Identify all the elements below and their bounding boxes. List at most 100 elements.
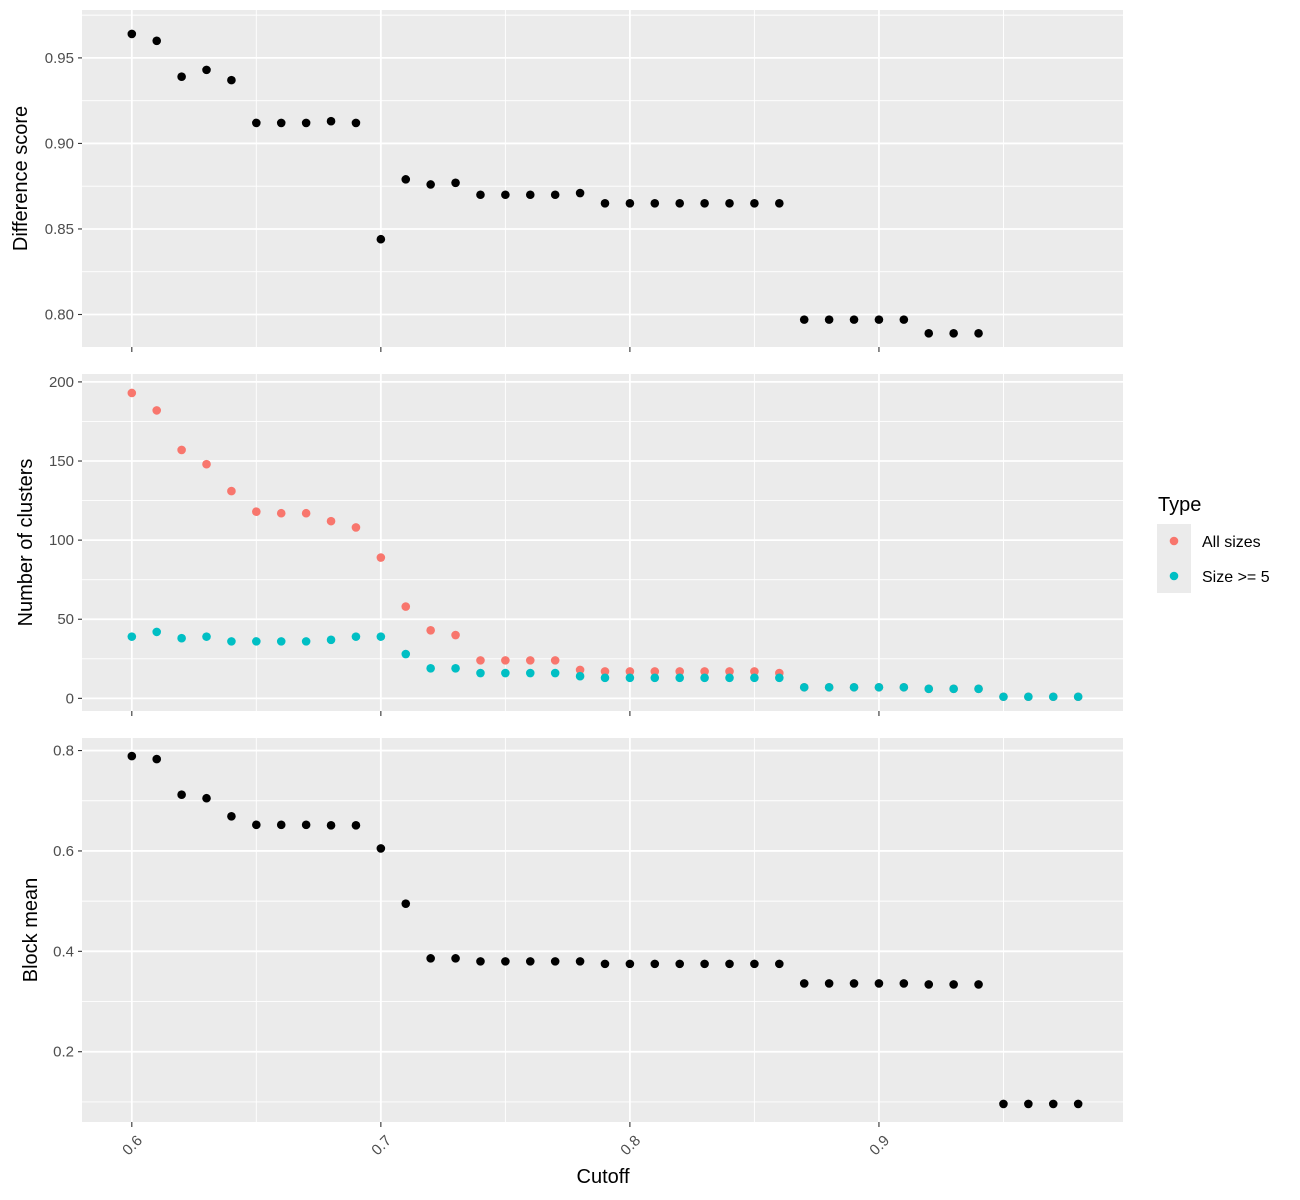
data-point [899,682,909,692]
data-point [252,820,261,830]
legend-key-all-sizes [1169,536,1179,546]
data-point [376,553,386,562]
data-point [799,682,809,692]
data-point [550,668,560,678]
data-point [750,959,759,969]
data-point [625,959,635,969]
data-point [501,190,510,200]
y-axis-title: Difference score [10,106,32,251]
data-point [550,190,560,200]
data-point [750,667,759,676]
data-point [525,957,535,966]
legend-label-size-ge-5: Size >= 5 [1202,569,1270,586]
data-point [152,627,162,637]
data-point [874,315,884,324]
y-tick-label: 0.4 [53,943,74,960]
data-point [700,673,709,683]
data-point [600,199,610,208]
data-point [999,1099,1008,1109]
data-point [775,673,784,683]
panel-2: 0 50 100 150 200 Number of clusters [15,374,1123,716]
data-point [351,118,361,128]
data-point [899,979,909,988]
data-point [252,637,261,646]
data-point [152,754,162,764]
data-point [725,959,734,969]
data-point [252,118,261,128]
data-point [949,684,958,694]
data-point [750,673,759,683]
data-point [1024,1099,1033,1109]
data-point [675,673,685,683]
data-point [426,180,435,189]
data-point [675,959,685,969]
y-tick-label: 0.8 [53,743,74,760]
legend-label-all-sizes: All sizes [1202,534,1261,551]
x-axis-title: Cutoff [577,1166,630,1188]
data-point [675,199,685,208]
data-point [227,75,236,85]
data-point [725,673,734,683]
data-point [451,630,460,640]
x-tick-label: 0.6 [119,1132,146,1159]
data-point [974,980,983,989]
data-point [252,507,261,516]
data-point [501,957,510,966]
y-tick-label: 0.90 [45,135,74,152]
data-point [276,118,286,128]
data-point [924,980,934,989]
data-point [575,671,585,681]
data-point [799,315,809,324]
legend-key-size-ge-5 [1169,571,1179,581]
data-point [401,175,411,184]
data-point [152,406,162,415]
data-point [376,234,386,244]
series-size-5 [127,627,1083,702]
data-point [326,635,336,645]
data-point [152,36,162,46]
data-point [351,632,361,641]
panel-background [82,10,1123,347]
data-point [899,315,909,324]
panel-background [82,738,1123,1122]
data-point [227,486,236,496]
data-point [301,508,311,518]
data-point [301,820,311,830]
data-point [451,663,460,673]
panel-3: 0.2 0.4 0.6 0.8 Block mean [20,738,1123,1127]
data-point [276,637,286,646]
data-point [227,812,236,821]
y-tick-label: 150 [49,453,74,470]
legend-key-background [1157,524,1191,593]
y-tick-label: 200 [49,374,74,391]
data-point [476,656,485,665]
data-point [202,65,211,75]
data-point [849,315,859,324]
data-point [750,199,759,208]
data-point [426,663,435,673]
data-point [177,72,186,82]
data-point [650,199,660,208]
y-tick-label: 0.2 [53,1044,74,1061]
data-point [276,820,286,830]
data-point [575,957,585,966]
y-axis-title: Number of clusters [15,459,37,627]
data-point [650,673,660,683]
data-point [426,626,435,635]
data-point [575,665,585,675]
data-point [600,673,610,683]
data-point [301,637,311,646]
data-point [501,656,510,665]
data-point [501,668,510,678]
panel-1: 0.80 0.85 0.90 0.95 Difference score [10,10,1123,352]
data-point [575,188,585,198]
data-point [625,199,635,208]
data-point [600,959,610,969]
data-point [775,199,784,208]
panel-background [82,374,1123,711]
data-point [525,668,535,678]
data-point [650,667,660,676]
data-point [451,178,460,188]
data-point [202,793,211,803]
